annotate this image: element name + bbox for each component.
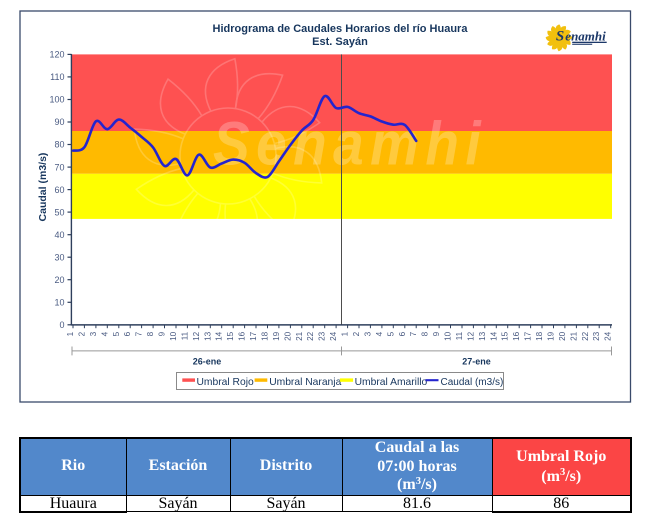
svg-text:Umbral Rojo: Umbral Rojo xyxy=(197,377,254,388)
svg-text:120: 120 xyxy=(49,50,64,60)
svg-text:6: 6 xyxy=(123,331,132,336)
svg-text:20: 20 xyxy=(54,275,64,285)
svg-text:50: 50 xyxy=(54,207,64,217)
svg-text:22: 22 xyxy=(581,331,590,341)
svg-text:2: 2 xyxy=(352,331,361,336)
svg-text:10: 10 xyxy=(444,331,453,341)
svg-text:13: 13 xyxy=(478,331,487,341)
svg-text:100: 100 xyxy=(49,95,64,105)
svg-text:21: 21 xyxy=(569,331,578,341)
svg-text:12: 12 xyxy=(192,331,201,341)
svg-text:17: 17 xyxy=(524,331,533,341)
svg-text:23: 23 xyxy=(592,331,601,341)
svg-text:9: 9 xyxy=(432,331,441,336)
svg-text:4: 4 xyxy=(375,331,384,336)
svg-text:1: 1 xyxy=(66,331,75,336)
svg-text:7: 7 xyxy=(409,331,418,336)
svg-text:1: 1 xyxy=(341,331,350,336)
svg-text:Senamhi: Senamhi xyxy=(213,110,487,178)
svg-text:21: 21 xyxy=(295,331,304,341)
svg-text:5: 5 xyxy=(386,331,395,336)
svg-text:11: 11 xyxy=(455,331,464,340)
svg-text:10: 10 xyxy=(54,298,64,308)
svg-text:40: 40 xyxy=(54,230,64,240)
svg-text:27-ene: 27-ene xyxy=(462,357,491,367)
svg-text:7: 7 xyxy=(135,331,144,336)
svg-text:8: 8 xyxy=(421,331,430,336)
svg-text:0: 0 xyxy=(59,320,64,330)
svg-text:Hidrograma de Caudales Horari: Hidrograma de Caudales Horarios del río … xyxy=(213,23,469,35)
svg-text:16: 16 xyxy=(512,331,521,341)
svg-text:110: 110 xyxy=(50,72,64,82)
svg-text:26-ene: 26-ene xyxy=(193,357,222,367)
svg-text:30: 30 xyxy=(54,252,64,262)
svg-text:8: 8 xyxy=(146,331,155,336)
svg-text:16: 16 xyxy=(238,331,247,341)
svg-text:80: 80 xyxy=(54,140,64,150)
svg-text:24: 24 xyxy=(604,331,613,341)
svg-text:Caudal (m3/s): Caudal (m3/s) xyxy=(441,377,504,388)
svg-text:90: 90 xyxy=(54,117,64,127)
svg-text:enamhi: enamhi xyxy=(565,28,606,43)
svg-text:14: 14 xyxy=(489,331,498,341)
svg-text:17: 17 xyxy=(249,331,258,341)
svg-text:14: 14 xyxy=(215,331,224,341)
svg-text:6: 6 xyxy=(398,331,407,336)
svg-text:S: S xyxy=(556,29,564,45)
svg-text:Umbral Naranja: Umbral Naranja xyxy=(269,377,341,388)
svg-text:22: 22 xyxy=(306,331,315,341)
svg-text:18: 18 xyxy=(535,331,544,341)
svg-text:4: 4 xyxy=(100,331,109,336)
svg-text:23: 23 xyxy=(318,331,327,341)
svg-text:11: 11 xyxy=(180,331,189,340)
svg-text:24: 24 xyxy=(329,331,338,341)
svg-text:2: 2 xyxy=(77,331,86,336)
svg-text:9: 9 xyxy=(158,331,167,336)
svg-text:19: 19 xyxy=(547,331,556,341)
svg-text:70: 70 xyxy=(54,162,64,172)
svg-text:15: 15 xyxy=(501,331,510,341)
svg-text:5: 5 xyxy=(112,331,121,336)
svg-text:Caudal (m3/s): Caudal (m3/s) xyxy=(37,153,49,222)
svg-text:13: 13 xyxy=(203,331,212,341)
svg-text:60: 60 xyxy=(54,185,64,195)
svg-text:20: 20 xyxy=(558,331,567,341)
svg-text:3: 3 xyxy=(89,331,98,336)
svg-text:20: 20 xyxy=(283,331,292,341)
svg-text:18: 18 xyxy=(261,331,270,341)
svg-text:19: 19 xyxy=(272,331,281,341)
svg-text:3: 3 xyxy=(363,331,372,336)
svg-text:12: 12 xyxy=(466,331,475,341)
svg-text:Umbral Amarillo: Umbral Amarillo xyxy=(355,377,428,388)
svg-text:10: 10 xyxy=(169,331,178,341)
svg-text:15: 15 xyxy=(226,331,235,341)
svg-text:Est. Sayán: Est. Sayán xyxy=(312,36,368,48)
